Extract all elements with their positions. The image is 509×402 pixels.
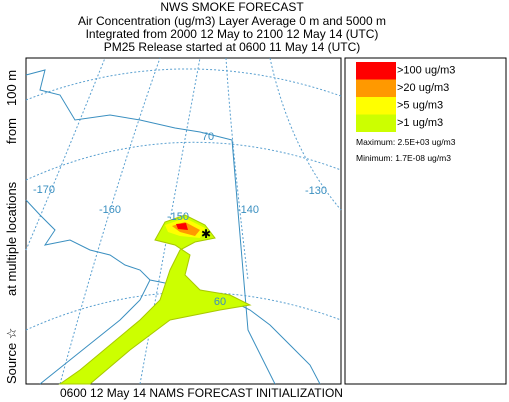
grid-label: -160 [99, 204, 121, 216]
grid-label: 60 [214, 296, 226, 308]
grid-label: -130 [305, 185, 327, 197]
side-label: Source ☆ at multiple locations from 100 … [4, 70, 19, 384]
maximum: Maximum: 2.5E+03 ug/m3 [356, 137, 456, 147]
plume [176, 223, 188, 230]
plume [58, 214, 252, 385]
grid-label: 70 [202, 131, 214, 143]
source-marker: ✱ [201, 227, 211, 241]
legend-label: >20 ug/m3 [397, 82, 449, 94]
side-label-part: from [4, 118, 19, 144]
legend-label: >5 ug/m3 [397, 100, 443, 112]
title: NWS SMOKE FORECAST [160, 0, 304, 14]
legend-label: >1 ug/m3 [397, 117, 443, 129]
legend-swatch [356, 79, 396, 97]
header-line: Integrated from 2000 12 May to 2100 12 M… [86, 27, 379, 41]
minimum: Minimum: 1.7E-08 ug/m3 [356, 153, 451, 163]
side-label-part: at multiple locations [4, 181, 19, 296]
side-label-part: 100 m [4, 70, 19, 106]
legend: >100 ug/m3 >20 ug/m3 >5 ug/m3 >1 ug/m3 [356, 62, 455, 132]
grid-label: -140 [237, 204, 259, 216]
map: ✱ [25, 57, 342, 385]
grid-label: -150 [167, 211, 189, 223]
legend-swatch [356, 114, 396, 132]
legend-label: >100 ug/m3 [397, 65, 455, 77]
header-line: PM25 Release started at 0600 11 May 14 (… [104, 40, 361, 54]
legend-swatch [356, 62, 396, 80]
legend-swatch [356, 97, 396, 115]
side-label-part: Source ☆ [4, 328, 19, 384]
footer: 0600 12 May 14 NAMS FORECAST INITIALIZAT… [60, 386, 343, 400]
header-line: Air Concentration (ug/m3) Layer Average … [78, 14, 386, 28]
border [231, 139, 276, 385]
grid-label: -170 [33, 184, 55, 196]
